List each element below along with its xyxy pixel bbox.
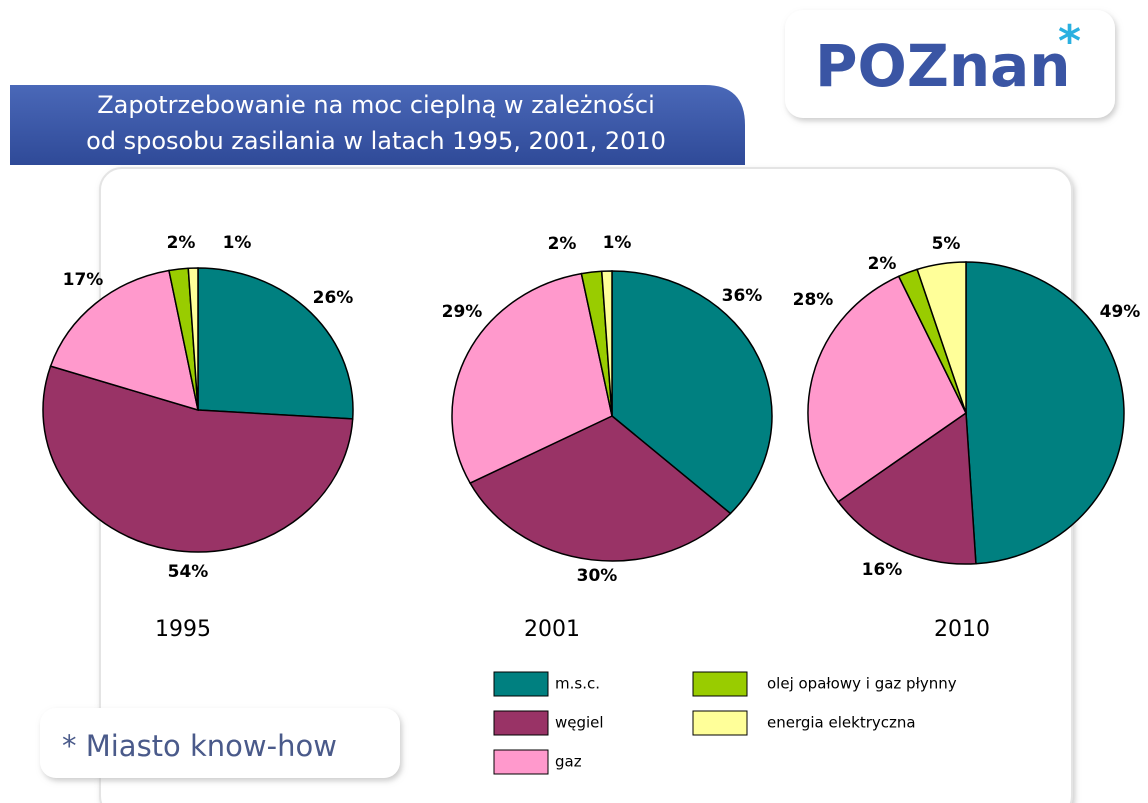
legend-label: energia elektryczna xyxy=(767,714,916,732)
pie-slice xyxy=(611,270,773,515)
value-label: 30% xyxy=(577,566,618,586)
value-label: 5% xyxy=(932,234,961,254)
pie-slice xyxy=(187,267,199,411)
pie-slice xyxy=(807,275,967,503)
legend-swatch xyxy=(692,710,748,736)
value-label: 17% xyxy=(63,270,104,290)
legend-label: olej opałowy i gaz płynny xyxy=(767,675,957,693)
pie-slice xyxy=(451,272,613,485)
logo: POZnan xyxy=(815,32,1071,100)
pie-title: 2001 xyxy=(524,617,580,642)
value-label: 1% xyxy=(223,233,252,253)
title-line: Zapotrzebowanie na moc cieplną w zależno… xyxy=(97,91,655,119)
pie-slice xyxy=(197,267,354,420)
legend-label: węgiel xyxy=(555,714,604,732)
value-label: 2% xyxy=(167,233,196,253)
value-label: 36% xyxy=(722,286,763,306)
footer: * Miasto know-how xyxy=(62,729,337,763)
legend-swatch xyxy=(692,671,748,697)
legend-swatch xyxy=(493,749,549,775)
value-label: 2% xyxy=(868,254,897,274)
pie-title: 2010 xyxy=(934,617,990,642)
value-label: 1% xyxy=(603,233,632,253)
title-line: od sposobu zasilania w latach 1995, 2001… xyxy=(86,127,666,155)
legend-label: m.s.c. xyxy=(555,675,600,693)
footer-box xyxy=(40,708,400,778)
value-label: 49% xyxy=(1100,302,1141,322)
pie-slice xyxy=(42,365,354,553)
pie-title: 1995 xyxy=(155,617,211,642)
value-label: 16% xyxy=(862,560,903,580)
value-label: 29% xyxy=(442,302,483,322)
value-label: 2% xyxy=(548,234,577,254)
pie-slice xyxy=(916,261,967,414)
pie-slice xyxy=(837,411,977,565)
value-label: 26% xyxy=(313,288,354,308)
pie-slice xyxy=(49,269,199,412)
logo-box xyxy=(785,10,1115,118)
value-label: 28% xyxy=(793,290,834,310)
legend-swatch xyxy=(493,671,549,697)
legend-swatch xyxy=(493,710,549,736)
title-banner xyxy=(10,85,745,165)
logo-asterisk: * xyxy=(1058,16,1081,67)
pie-slice xyxy=(469,415,732,562)
pie-slice xyxy=(965,261,1125,565)
legend-label: gaz xyxy=(555,753,582,771)
value-label: 54% xyxy=(168,562,209,582)
pie-slice xyxy=(600,270,613,417)
